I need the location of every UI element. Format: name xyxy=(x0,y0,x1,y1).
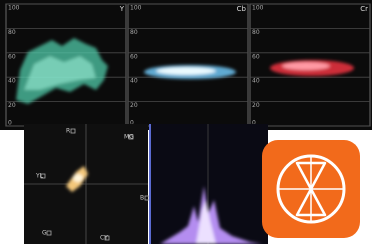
scale-label: 40 xyxy=(252,78,260,85)
scale-label: 100 xyxy=(130,5,142,12)
scale-label: 80 xyxy=(130,29,138,36)
scale-label: 20 xyxy=(130,102,138,109)
scale-label: 60 xyxy=(130,53,138,60)
target-label: MG xyxy=(124,134,134,141)
scale-label: 0 xyxy=(8,120,12,127)
scale-label: 80 xyxy=(252,29,260,36)
scale-label: 20 xyxy=(8,102,16,109)
target-label: G xyxy=(42,230,47,237)
channel-label: Cb xyxy=(237,5,247,13)
channel-label: Cr xyxy=(360,5,368,13)
scale-label: 100 xyxy=(8,5,20,12)
scale-label: 20 xyxy=(252,102,260,109)
channel-label: Y xyxy=(119,5,125,13)
target-label: B xyxy=(140,195,144,202)
scale-label: 40 xyxy=(8,78,16,85)
target-label: CY xyxy=(100,235,108,242)
scale-label: 40 xyxy=(130,78,138,85)
scopes-screenshot: 100806040200Y100806040200Cb100806040200C… xyxy=(0,0,372,244)
target-label: R xyxy=(66,128,70,135)
scale-label: 60 xyxy=(8,53,16,60)
scale-label: 60 xyxy=(252,53,260,60)
scale-label: 100 xyxy=(252,5,264,12)
target-label: YL xyxy=(35,173,44,180)
app-icon xyxy=(262,140,360,238)
scale-label: 80 xyxy=(8,29,16,36)
